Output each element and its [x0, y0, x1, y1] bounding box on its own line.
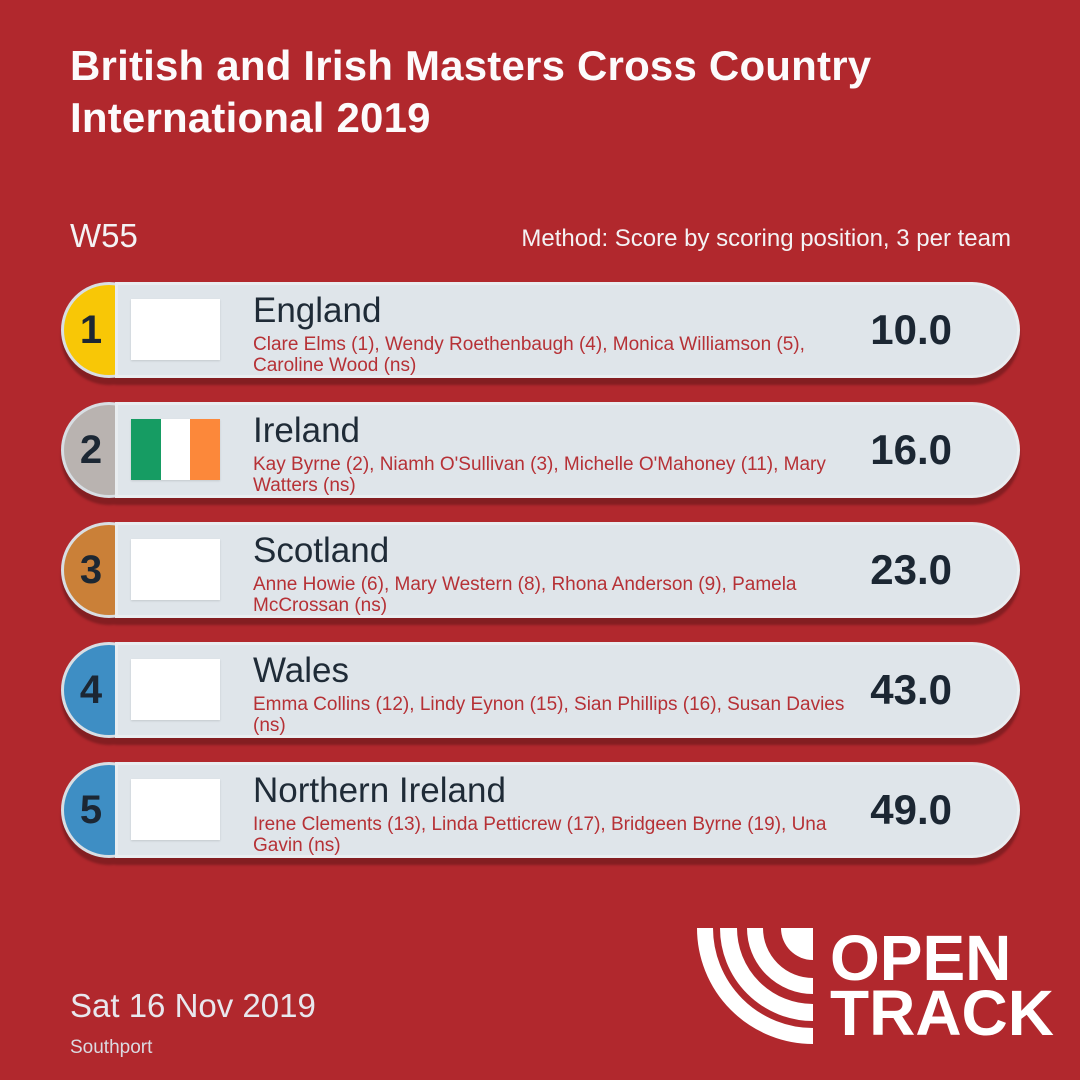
rank-number: 3 — [79, 547, 103, 592]
team-info: Northern Ireland Irene Clements (13), Li… — [253, 771, 873, 856]
team-row-scotland: 3 Scotland Anne Howie (6), Mary Western … — [61, 522, 1020, 618]
opentrack-wordmark: OPEN TRACK — [830, 922, 1054, 1049]
opentrack-arcs-icon — [697, 928, 813, 1044]
team-name: Wales — [253, 651, 349, 690]
team-info: Ireland Kay Byrne (2), Niamh O'Sullivan … — [253, 411, 873, 496]
team-score: 16.0 — [870, 426, 952, 473]
team-row-northern-ireland: 5 Northern Ireland Irene Clements (13), … — [61, 762, 1020, 858]
category-label: W55 — [70, 217, 138, 254]
rank-number: 5 — [79, 787, 103, 832]
team-score: 43.0 — [870, 666, 952, 713]
page-title-line2: International 2019 — [70, 94, 431, 141]
opentrack-wordmark-line1: OPEN — [830, 922, 1012, 994]
team-name: England — [253, 291, 382, 330]
opentrack-wordmark-line2: TRACK — [830, 977, 1054, 1049]
team-info: Scotland Anne Howie (6), Mary Western (8… — [253, 531, 873, 616]
team-athletes: Emma Collins (12), Lindy Eynon (15), Sia… — [253, 694, 845, 736]
wales-flag — [131, 659, 220, 720]
rank-number: 2 — [79, 427, 103, 472]
scoring-method-label: Method: Score by scoring position, 3 per… — [521, 225, 1011, 252]
england-flag — [131, 299, 220, 360]
team-score: 10.0 — [870, 306, 952, 353]
team-athletes: Clare Elms (1), Wendy Roethenbaugh (4), … — [253, 334, 805, 376]
team-name: Scotland — [253, 531, 390, 570]
row-pill — [115, 282, 1020, 378]
team-athletes: Anne Howie (6), Mary Western (8), Rhona … — [253, 574, 797, 616]
ireland-flag — [131, 419, 221, 480]
ireland-flag-green-stripe — [131, 419, 161, 480]
team-score: 23.0 — [870, 546, 952, 593]
team-name: Ireland — [253, 411, 361, 450]
team-info: England Clare Elms (1), Wendy Roethenbau… — [253, 291, 873, 376]
team-row-wales: 4 Wales Emma Collins (12), Lindy Eynon (… — [61, 642, 1020, 738]
row-pill — [115, 642, 1020, 738]
team-athletes: Kay Byrne (2), Niamh O'Sullivan (3), Mic… — [253, 454, 826, 496]
row-pill — [115, 522, 1020, 618]
row-pill — [115, 762, 1020, 858]
team-info: Wales Emma Collins (12), Lindy Eynon (15… — [253, 651, 873, 736]
row-pill — [115, 402, 1020, 498]
scotland-flag — [131, 539, 220, 600]
rank-number: 4 — [79, 667, 103, 712]
rank-number: 1 — [79, 307, 103, 352]
opentrack-logo: OPEN TRACK — [697, 926, 1054, 1045]
team-athletes: Irene Clements (13), Linda Petticrew (17… — [253, 814, 827, 856]
page-title-line1: British and Irish Masters Cross Country — [70, 42, 872, 89]
page-title: British and Irish Masters Cross Country … — [70, 40, 990, 144]
event-date: Sat 16 Nov 2019 — [70, 987, 316, 1024]
northern-ireland-flag — [131, 779, 220, 840]
ireland-flag-white-stripe — [160, 419, 191, 480]
team-row-ireland: 2 Ireland Kay Byrne (2), Niamh O'Sulliva… — [61, 402, 1020, 498]
event-venue: Southport — [70, 1037, 153, 1058]
team-row-england: 1 England Clare Elms (1), Wendy Roethenb… — [61, 282, 1020, 378]
team-name: Northern Ireland — [253, 771, 506, 810]
team-score: 49.0 — [870, 786, 952, 833]
ireland-flag-orange-stripe — [190, 419, 221, 480]
